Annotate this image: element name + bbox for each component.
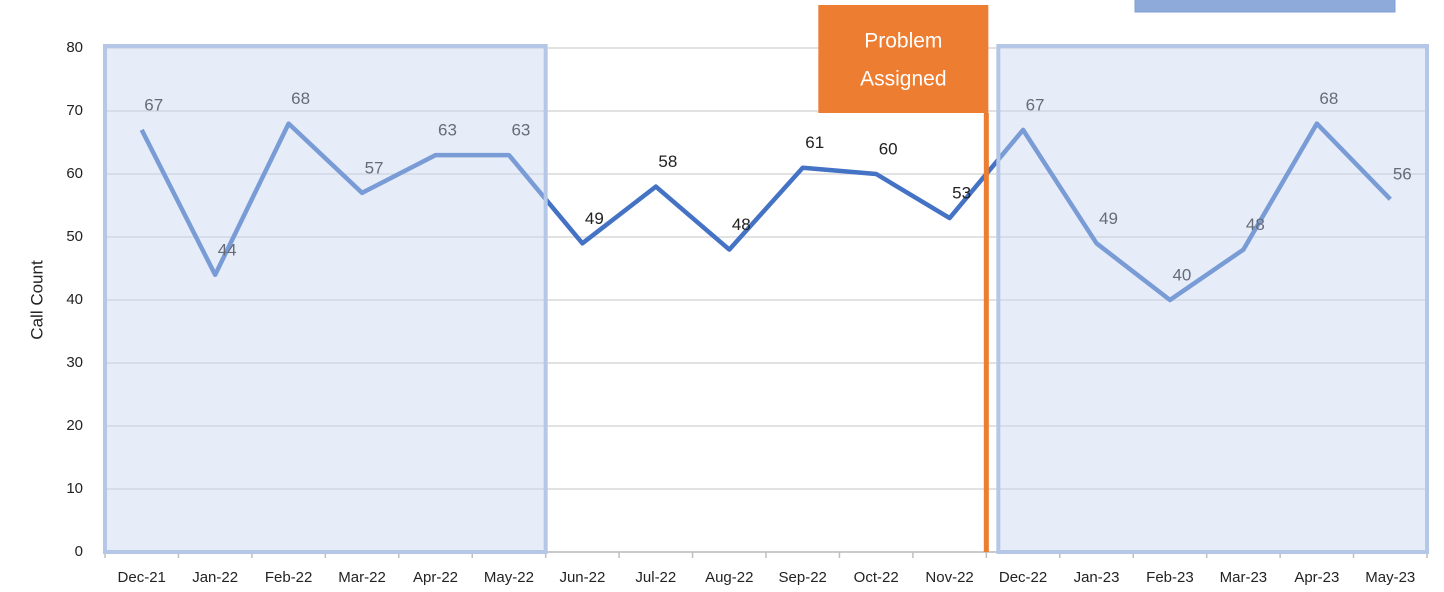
y-tick-label: 40 (66, 291, 83, 308)
legend-box (1134, 0, 1396, 13)
data-label: 63 (511, 121, 530, 140)
data-label: 48 (1246, 215, 1265, 234)
annotation-text: Assigned (860, 68, 946, 91)
y-tick-label: 60 (66, 165, 83, 182)
highlight-region (103, 44, 548, 554)
x-tick-label: Nov-22 (925, 569, 973, 586)
data-label: 49 (1099, 209, 1118, 228)
data-label: 53 (952, 184, 971, 203)
x-tick-label: Feb-22 (265, 569, 313, 586)
x-tick-label: Dec-21 (118, 569, 166, 586)
x-tick-label: May-22 (484, 569, 534, 586)
data-label: 61 (805, 133, 824, 152)
data-line (139, 121, 1392, 303)
data-label: 58 (658, 152, 677, 171)
x-tick-label: Apr-23 (1294, 569, 1339, 586)
data-label: 68 (291, 89, 310, 108)
y-tick-label: 20 (66, 417, 83, 434)
y-tick-label: 30 (66, 354, 83, 371)
x-tick-label: Mar-23 (1220, 569, 1268, 586)
y-tick-label: 0 (75, 543, 83, 560)
data-label: 67 (144, 95, 163, 114)
x-tick-label: Aug-22 (705, 569, 753, 586)
x-tick-label: Dec-22 (999, 569, 1047, 586)
x-tick-label: Oct-22 (854, 569, 899, 586)
x-tick-label: Jan-23 (1074, 569, 1120, 586)
x-tick-label: Feb-23 (1146, 569, 1194, 586)
x-tick-label: Mar-22 (338, 569, 386, 586)
data-label: 48 (732, 215, 751, 234)
data-label: 44 (218, 240, 237, 259)
y-tick-label: 70 (66, 102, 83, 119)
y-axis-title: Call Count (27, 260, 46, 340)
x-tick-label: Jul-22 (635, 569, 676, 586)
data-label: 60 (879, 139, 898, 158)
data-label: 40 (1172, 265, 1191, 284)
y-tick-label: 50 (66, 228, 83, 245)
data-label: 63 (438, 121, 457, 140)
data-label: 68 (1319, 89, 1338, 108)
annotation-text: Problem (864, 30, 942, 53)
data-label: 49 (585, 209, 604, 228)
x-tick-label: May-23 (1365, 569, 1415, 586)
x-tick-label: Sep-22 (779, 569, 827, 586)
annotation-box (818, 5, 989, 113)
highlight-region (996, 44, 1429, 554)
y-tick-label: 10 (66, 480, 83, 497)
y-tick-label: 80 (66, 39, 83, 56)
data-label: 56 (1393, 165, 1412, 184)
data-label: 67 (1026, 95, 1045, 114)
x-tick-label: Jun-22 (559, 569, 605, 586)
x-tick-label: Jan-22 (192, 569, 238, 586)
x-tick-label: Apr-22 (413, 569, 458, 586)
data-label: 57 (365, 158, 384, 177)
